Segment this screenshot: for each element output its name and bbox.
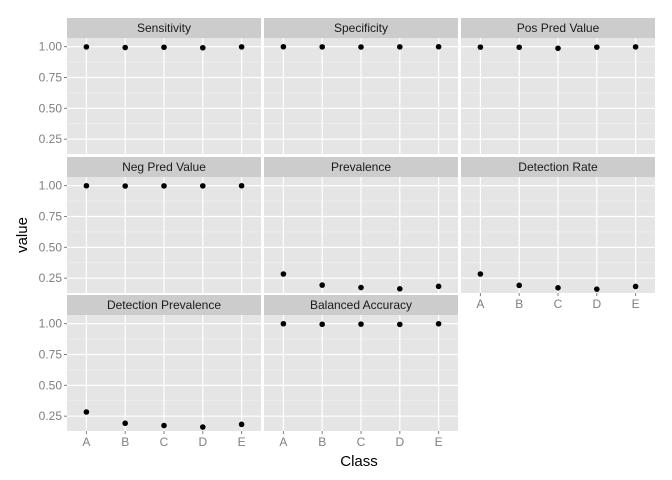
- data-point: [83, 44, 90, 50]
- facet-title: Balanced Accuracy: [310, 298, 412, 312]
- x-tick-label: B: [318, 435, 326, 449]
- data-point: [238, 182, 245, 189]
- data-point: [594, 286, 600, 292]
- y-tick-label: 0.75: [39, 209, 63, 223]
- y-tick-label: 0.75: [39, 70, 63, 84]
- x-tick-label: E: [435, 435, 443, 449]
- x-tick-label: D: [198, 435, 207, 449]
- data-point: [280, 271, 287, 277]
- data-point: [83, 182, 90, 189]
- data-point: [435, 43, 442, 50]
- y-axis-title: value: [14, 217, 31, 253]
- x-tick-label: C: [160, 435, 169, 449]
- data-point: [477, 44, 484, 50]
- data-point: [280, 43, 287, 50]
- facet-strip: [461, 157, 655, 177]
- data-point: [358, 321, 364, 327]
- data-point: [435, 320, 442, 327]
- y-tick-label: 1.00: [39, 40, 63, 54]
- y-tick-label: 0.50: [39, 101, 63, 115]
- facet-strip: [461, 18, 655, 38]
- data-point: [200, 424, 206, 430]
- x-tick-label: E: [632, 297, 640, 311]
- x-tick-label: C: [357, 435, 366, 449]
- data-point: [516, 282, 522, 289]
- data-point: [122, 183, 128, 189]
- facet-strip: [67, 18, 261, 38]
- y-tick-label: 1.00: [39, 179, 63, 193]
- data-point: [319, 44, 326, 50]
- facet-panel: Prevalence: [264, 157, 458, 293]
- x-tick-label: B: [121, 435, 129, 449]
- data-point: [358, 44, 364, 50]
- facet-panel: Detection Rate: [461, 157, 655, 293]
- facet-panel: Balanced Accuracy: [264, 295, 458, 431]
- data-point: [280, 320, 287, 327]
- data-point: [397, 44, 403, 50]
- y-tick-label: 0.50: [39, 378, 63, 392]
- data-point: [555, 285, 561, 291]
- data-point: [238, 421, 245, 428]
- data-point: [238, 44, 245, 50]
- data-point: [161, 183, 167, 189]
- y-tick-label: 1.00: [39, 317, 63, 331]
- data-point: [435, 283, 442, 290]
- facet-panels: Sensitivity Specificity Pos Pred Value Neg …: [67, 18, 655, 431]
- data-point: [358, 284, 364, 291]
- x-tick-label: D: [395, 435, 404, 449]
- y-tick-label: 0.25: [39, 409, 63, 423]
- facet-strip: [264, 18, 458, 38]
- data-point: [200, 183, 206, 189]
- facet-strip: [264, 295, 458, 315]
- facet-panel: Sensitivity: [67, 18, 261, 154]
- x-tick-label: E: [238, 435, 246, 449]
- y-tick-label: 0.25: [39, 132, 63, 146]
- facet-title: Detection Rate: [518, 160, 598, 174]
- facet-panel: Pos Pred Value: [461, 18, 655, 154]
- y-tick-label: 0.75: [39, 347, 63, 361]
- data-point: [397, 286, 403, 292]
- data-point: [161, 422, 167, 429]
- data-point: [200, 44, 206, 51]
- x-axis-title: Class: [340, 453, 378, 470]
- facet-title: Specificity: [334, 21, 388, 35]
- facet-title: Neg Pred Value: [122, 160, 206, 174]
- facet-panel: Detection Prevalence: [67, 295, 261, 431]
- x-axis-ticks: A B C D E A B C D E A B C D E: [82, 293, 640, 449]
- y-tick-label: 0.50: [39, 240, 63, 254]
- x-tick-label: D: [592, 297, 601, 311]
- data-point: [477, 271, 484, 277]
- x-tick-label: B: [515, 297, 523, 311]
- data-point: [632, 283, 639, 290]
- facet-strip: [67, 157, 261, 177]
- facet-title: Prevalence: [331, 160, 391, 174]
- facet-strip: [67, 295, 261, 315]
- data-point: [122, 44, 128, 51]
- data-point: [632, 44, 639, 50]
- data-point: [319, 321, 326, 328]
- x-tick-label: C: [554, 297, 563, 311]
- facet-panel: Neg Pred Value: [67, 157, 261, 293]
- data-point: [319, 282, 326, 288]
- y-axis-ticks: 0.25 0.50 0.75 1.00 0.25 0.50 0.75 1.00 0.25 0.50…: [39, 40, 67, 423]
- facet-panel: Specificity: [264, 18, 458, 154]
- y-tick-label: 0.25: [39, 271, 63, 285]
- facet-strip: [264, 157, 458, 177]
- x-tick-label: A: [279, 435, 287, 449]
- data-point: [594, 44, 600, 50]
- x-tick-label: A: [82, 435, 90, 449]
- facet-title: Sensitivity: [137, 21, 191, 35]
- data-point: [516, 44, 522, 51]
- x-tick-label: A: [476, 297, 484, 311]
- data-point: [555, 45, 561, 52]
- data-point: [397, 321, 403, 328]
- data-point: [83, 409, 90, 415]
- data-point: [161, 44, 167, 51]
- facet-title: Detection Prevalence: [107, 298, 221, 312]
- data-point: [122, 420, 128, 427]
- facet-title: Pos Pred Value: [517, 21, 600, 35]
